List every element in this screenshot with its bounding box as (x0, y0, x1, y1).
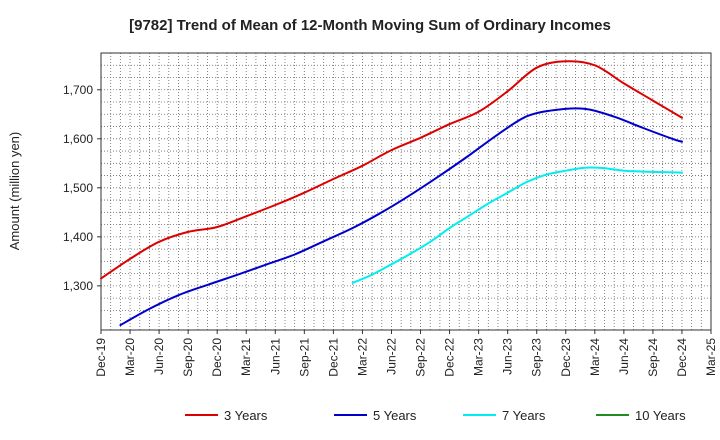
x-tick-label: Jun-22 (384, 338, 398, 375)
x-tick-label: Dec-24 (675, 338, 689, 377)
legend-label-7-years: 7 Years (502, 408, 546, 423)
x-tick-label: Mar-22 (355, 338, 369, 376)
x-tick-label: Mar-23 (472, 338, 486, 376)
y-axis-label: Amount (million yen) (7, 132, 22, 251)
x-tick-label: Dec-23 (559, 338, 573, 377)
x-tick-label: Jun-21 (268, 338, 282, 375)
x-tick-label: Mar-24 (588, 338, 602, 376)
x-tick-label: Jun-23 (501, 338, 515, 375)
x-tick-label: Mar-25 (704, 338, 718, 376)
legend-label-3-years: 3 Years (224, 408, 268, 423)
x-tick-label: Jun-24 (617, 338, 631, 375)
series-line-7-years (351, 166, 683, 284)
series-line-3-years (100, 60, 683, 280)
series-lines (100, 60, 683, 327)
y-tick-label: 1,600 (63, 132, 93, 146)
x-tick-label: Mar-21 (239, 338, 253, 376)
series-line-5-years (119, 107, 683, 327)
x-axis: Dec-19 Mar-20 Jun-20 Sep-20 Dec-20 Mar-21 Jun-… (94, 330, 718, 377)
grid-lines (101, 53, 711, 330)
y-axis: 1,300 1,400 1,500 1,600 1,700 (63, 83, 101, 293)
x-tick-label: Dec-19 (94, 338, 108, 377)
x-tick-label: Jun-20 (152, 338, 166, 375)
legend-label-10-years: 10 Years (635, 408, 686, 423)
x-tick-label: Sep-24 (646, 338, 660, 377)
y-tick-label: 1,700 (63, 83, 93, 97)
x-tick-label: Mar-20 (123, 338, 137, 376)
y-tick-label: 1,400 (63, 230, 93, 244)
plot-frame (100, 52, 712, 331)
x-tick-label: Sep-22 (414, 338, 428, 377)
y-tick-label: 1,500 (63, 181, 93, 195)
x-tick-label: Dec-20 (210, 338, 224, 377)
legend: 3 Years 5 Years 7 Years 10 Years (185, 408, 686, 423)
y-tick-label: 1,300 (63, 279, 93, 293)
x-tick-label: Sep-23 (530, 338, 544, 377)
chart-title: [9782] Trend of Mean of 12-Month Moving … (129, 17, 611, 34)
x-tick-label: Dec-21 (326, 338, 340, 377)
legend-label-5-years: 5 Years (373, 408, 417, 423)
x-tick-label: Dec-22 (443, 338, 457, 377)
x-tick-label: Sep-20 (181, 338, 195, 377)
plot-area (101, 53, 711, 330)
x-tick-label: Sep-21 (297, 338, 311, 377)
